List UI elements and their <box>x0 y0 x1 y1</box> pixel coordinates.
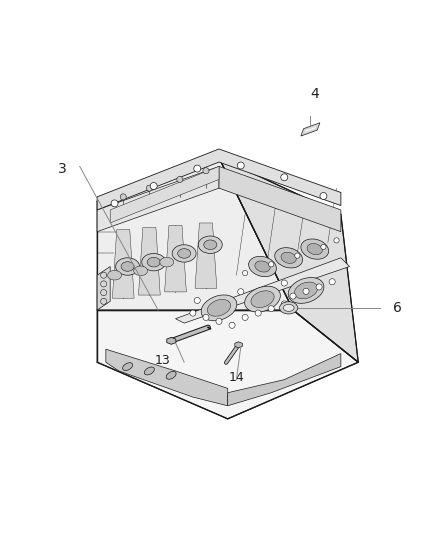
Ellipse shape <box>198 236 222 254</box>
Polygon shape <box>228 353 341 406</box>
Polygon shape <box>219 158 358 362</box>
Polygon shape <box>97 166 219 232</box>
Circle shape <box>329 279 335 285</box>
Circle shape <box>242 314 248 320</box>
Ellipse shape <box>201 295 237 321</box>
Ellipse shape <box>288 278 324 303</box>
Ellipse shape <box>142 254 166 271</box>
Circle shape <box>295 253 300 258</box>
Circle shape <box>216 318 222 325</box>
Circle shape <box>177 176 183 182</box>
Ellipse shape <box>147 257 160 267</box>
Ellipse shape <box>307 244 322 255</box>
Polygon shape <box>235 342 242 348</box>
Circle shape <box>238 289 244 295</box>
Circle shape <box>229 322 235 328</box>
Circle shape <box>203 168 209 174</box>
Ellipse shape <box>301 239 328 259</box>
Polygon shape <box>138 228 160 295</box>
Polygon shape <box>97 266 110 310</box>
Ellipse shape <box>279 302 298 314</box>
Polygon shape <box>219 166 341 232</box>
Ellipse shape <box>283 304 294 311</box>
Ellipse shape <box>251 291 274 308</box>
Ellipse shape <box>166 372 176 379</box>
Circle shape <box>268 262 274 267</box>
Text: 4: 4 <box>311 87 319 101</box>
Ellipse shape <box>255 261 270 272</box>
Circle shape <box>268 305 274 312</box>
Polygon shape <box>195 223 217 288</box>
Text: 14: 14 <box>229 371 244 384</box>
Text: 6: 6 <box>393 301 402 315</box>
Ellipse shape <box>121 262 134 271</box>
Circle shape <box>334 238 339 243</box>
Circle shape <box>203 314 209 320</box>
Ellipse shape <box>172 245 196 262</box>
Text: 13: 13 <box>155 353 170 367</box>
Ellipse shape <box>108 270 121 280</box>
Circle shape <box>150 182 157 189</box>
Circle shape <box>111 200 118 207</box>
Circle shape <box>316 284 322 290</box>
Text: 3: 3 <box>58 161 67 175</box>
Circle shape <box>321 244 326 249</box>
Polygon shape <box>176 258 350 323</box>
Polygon shape <box>97 158 293 310</box>
Circle shape <box>281 301 287 307</box>
Ellipse shape <box>207 300 231 316</box>
Ellipse shape <box>204 240 217 249</box>
Circle shape <box>120 194 126 200</box>
Circle shape <box>281 280 287 286</box>
Polygon shape <box>106 349 228 406</box>
Circle shape <box>320 192 327 199</box>
Polygon shape <box>110 166 219 223</box>
Polygon shape <box>97 310 358 419</box>
Polygon shape <box>113 230 134 298</box>
Ellipse shape <box>249 256 276 277</box>
Ellipse shape <box>275 248 303 268</box>
Ellipse shape <box>134 266 148 276</box>
Circle shape <box>194 165 201 172</box>
Polygon shape <box>97 149 341 210</box>
Circle shape <box>290 293 296 299</box>
Circle shape <box>303 288 309 294</box>
Ellipse shape <box>178 249 191 258</box>
Ellipse shape <box>294 282 318 299</box>
Ellipse shape <box>145 367 154 375</box>
Circle shape <box>237 162 244 169</box>
Ellipse shape <box>123 362 133 370</box>
Polygon shape <box>167 337 176 344</box>
Circle shape <box>194 297 200 303</box>
Circle shape <box>243 270 248 276</box>
Circle shape <box>190 310 196 316</box>
Ellipse shape <box>245 286 280 312</box>
Polygon shape <box>165 225 186 292</box>
Circle shape <box>255 310 261 316</box>
Ellipse shape <box>160 257 174 267</box>
Circle shape <box>146 185 152 191</box>
Ellipse shape <box>281 252 296 263</box>
Circle shape <box>281 174 288 181</box>
Polygon shape <box>301 123 320 136</box>
Ellipse shape <box>116 258 140 275</box>
